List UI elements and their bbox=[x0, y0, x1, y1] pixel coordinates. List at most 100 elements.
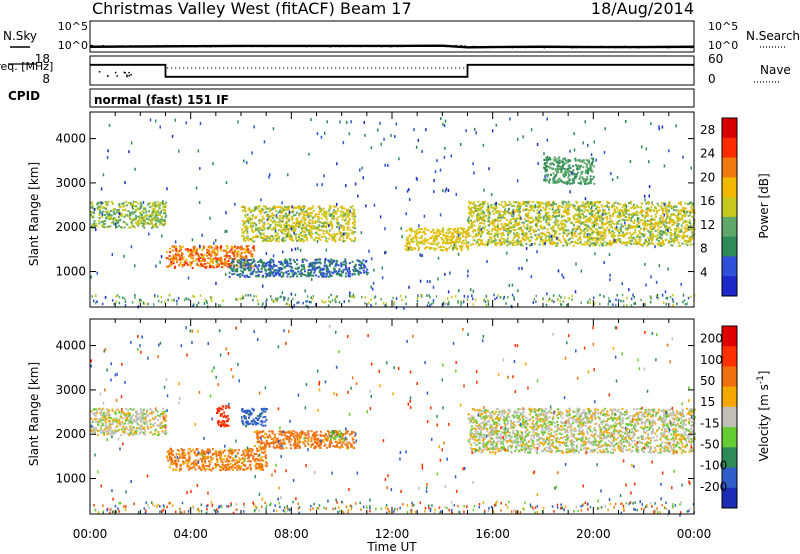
echo-pixel bbox=[515, 233, 518, 236]
echo-pixel bbox=[541, 238, 544, 241]
scatter-pixel bbox=[628, 288, 630, 292]
echo-pixel bbox=[148, 222, 151, 225]
echo-pixel bbox=[584, 241, 587, 244]
echo-pixel bbox=[339, 239, 342, 242]
echo-pixel bbox=[543, 159, 546, 162]
echo-pixel bbox=[343, 240, 346, 243]
echo-pixel bbox=[274, 240, 277, 243]
echo-pixel bbox=[679, 209, 682, 212]
echo-pixel bbox=[311, 265, 314, 268]
echo-pixel bbox=[233, 252, 236, 255]
echo-pixel bbox=[287, 229, 290, 232]
echo-pixel bbox=[522, 209, 525, 212]
echo-pixel bbox=[640, 202, 643, 205]
echo-pixel bbox=[327, 209, 330, 212]
echo-pixel bbox=[264, 262, 267, 265]
echo-pixel bbox=[677, 224, 680, 227]
noise-point bbox=[640, 45, 643, 48]
echo-pixel bbox=[249, 263, 252, 266]
echo-pixel bbox=[100, 224, 103, 227]
echo-pixel bbox=[233, 257, 236, 260]
echo-pixel bbox=[625, 210, 628, 213]
echo-pixel bbox=[349, 272, 352, 275]
echo-pixel bbox=[424, 247, 427, 250]
echo-pixel bbox=[140, 222, 143, 225]
echo-pixel bbox=[673, 213, 676, 216]
noise-point bbox=[595, 46, 597, 48]
echo-pixel bbox=[546, 169, 549, 172]
echo-pixel bbox=[516, 223, 519, 226]
echo-pixel bbox=[351, 230, 354, 233]
scatter-pixel bbox=[100, 201, 103, 205]
echo-pixel bbox=[266, 235, 269, 238]
echo-pixel bbox=[209, 264, 212, 267]
echo-pixel bbox=[583, 231, 586, 234]
echo-pixel bbox=[244, 225, 247, 228]
echo-pixel bbox=[681, 237, 684, 240]
echo-pixel bbox=[317, 229, 320, 232]
echo-pixel bbox=[592, 237, 595, 240]
echo-pixel bbox=[554, 168, 557, 171]
echo-pixel bbox=[236, 259, 239, 262]
echo-pixel bbox=[481, 232, 484, 235]
echo-pixel bbox=[337, 273, 340, 276]
echo-pixel bbox=[621, 206, 624, 209]
echo-pixel bbox=[632, 226, 635, 229]
echo-pixel bbox=[285, 271, 288, 274]
echo-pixel bbox=[596, 241, 599, 244]
echo-pixel bbox=[265, 262, 268, 265]
echo-pixel bbox=[575, 209, 578, 212]
echo-pixel bbox=[310, 269, 313, 272]
echo-pixel bbox=[223, 255, 226, 258]
echo-pixel bbox=[213, 254, 216, 257]
echo-pixel bbox=[261, 207, 264, 210]
echo-pixel bbox=[461, 235, 464, 238]
echo-pixel bbox=[568, 178, 571, 181]
echo-pixel bbox=[209, 257, 212, 260]
echo-pixel bbox=[591, 231, 594, 234]
echo-pixel bbox=[286, 261, 289, 264]
echo-pixel bbox=[189, 253, 192, 256]
cpid-panel-frame bbox=[89, 88, 695, 108]
echo-pixel bbox=[334, 264, 337, 267]
echo-pixel bbox=[286, 275, 289, 278]
echo-pixel bbox=[268, 210, 271, 213]
echo-pixel bbox=[267, 217, 270, 220]
echo-pixel bbox=[347, 220, 350, 223]
echo-pixel bbox=[550, 238, 553, 241]
echo-pixel bbox=[284, 261, 287, 264]
noise-point bbox=[121, 45, 123, 47]
echo-pixel bbox=[549, 218, 552, 221]
echo-pixel bbox=[247, 263, 250, 266]
echo-pixel bbox=[628, 239, 631, 242]
echo-pixel bbox=[482, 200, 485, 203]
echo-pixel bbox=[146, 217, 149, 220]
echo-pixel bbox=[429, 247, 432, 250]
echo-pixel bbox=[115, 226, 118, 229]
noise-point bbox=[511, 46, 513, 49]
echo-pixel bbox=[488, 233, 491, 236]
echo-pixel bbox=[342, 240, 345, 243]
echo-pixel bbox=[137, 215, 140, 218]
echo-pixel bbox=[314, 221, 317, 224]
echo-pixel bbox=[691, 210, 694, 213]
echo-pixel bbox=[468, 209, 471, 212]
echo-pixel bbox=[220, 260, 223, 263]
echo-pixel bbox=[301, 258, 304, 261]
echo-pixel bbox=[539, 212, 542, 215]
echo-pixel bbox=[337, 264, 340, 267]
echo-pixel bbox=[161, 220, 164, 223]
echo-pixel bbox=[304, 221, 307, 224]
echo-pixel bbox=[670, 219, 673, 222]
echo-pixel bbox=[598, 219, 601, 222]
echo-pixel bbox=[554, 180, 557, 183]
noise-point bbox=[203, 44, 205, 47]
echo-pixel bbox=[690, 230, 693, 233]
noise-point bbox=[141, 46, 143, 48]
echo-pixel bbox=[358, 263, 361, 266]
echo-pixel bbox=[558, 165, 561, 168]
echo-pixel bbox=[289, 259, 292, 262]
scatter-pixel bbox=[384, 163, 386, 167]
echo-pixel bbox=[455, 236, 458, 239]
echo-pixel bbox=[557, 236, 560, 239]
